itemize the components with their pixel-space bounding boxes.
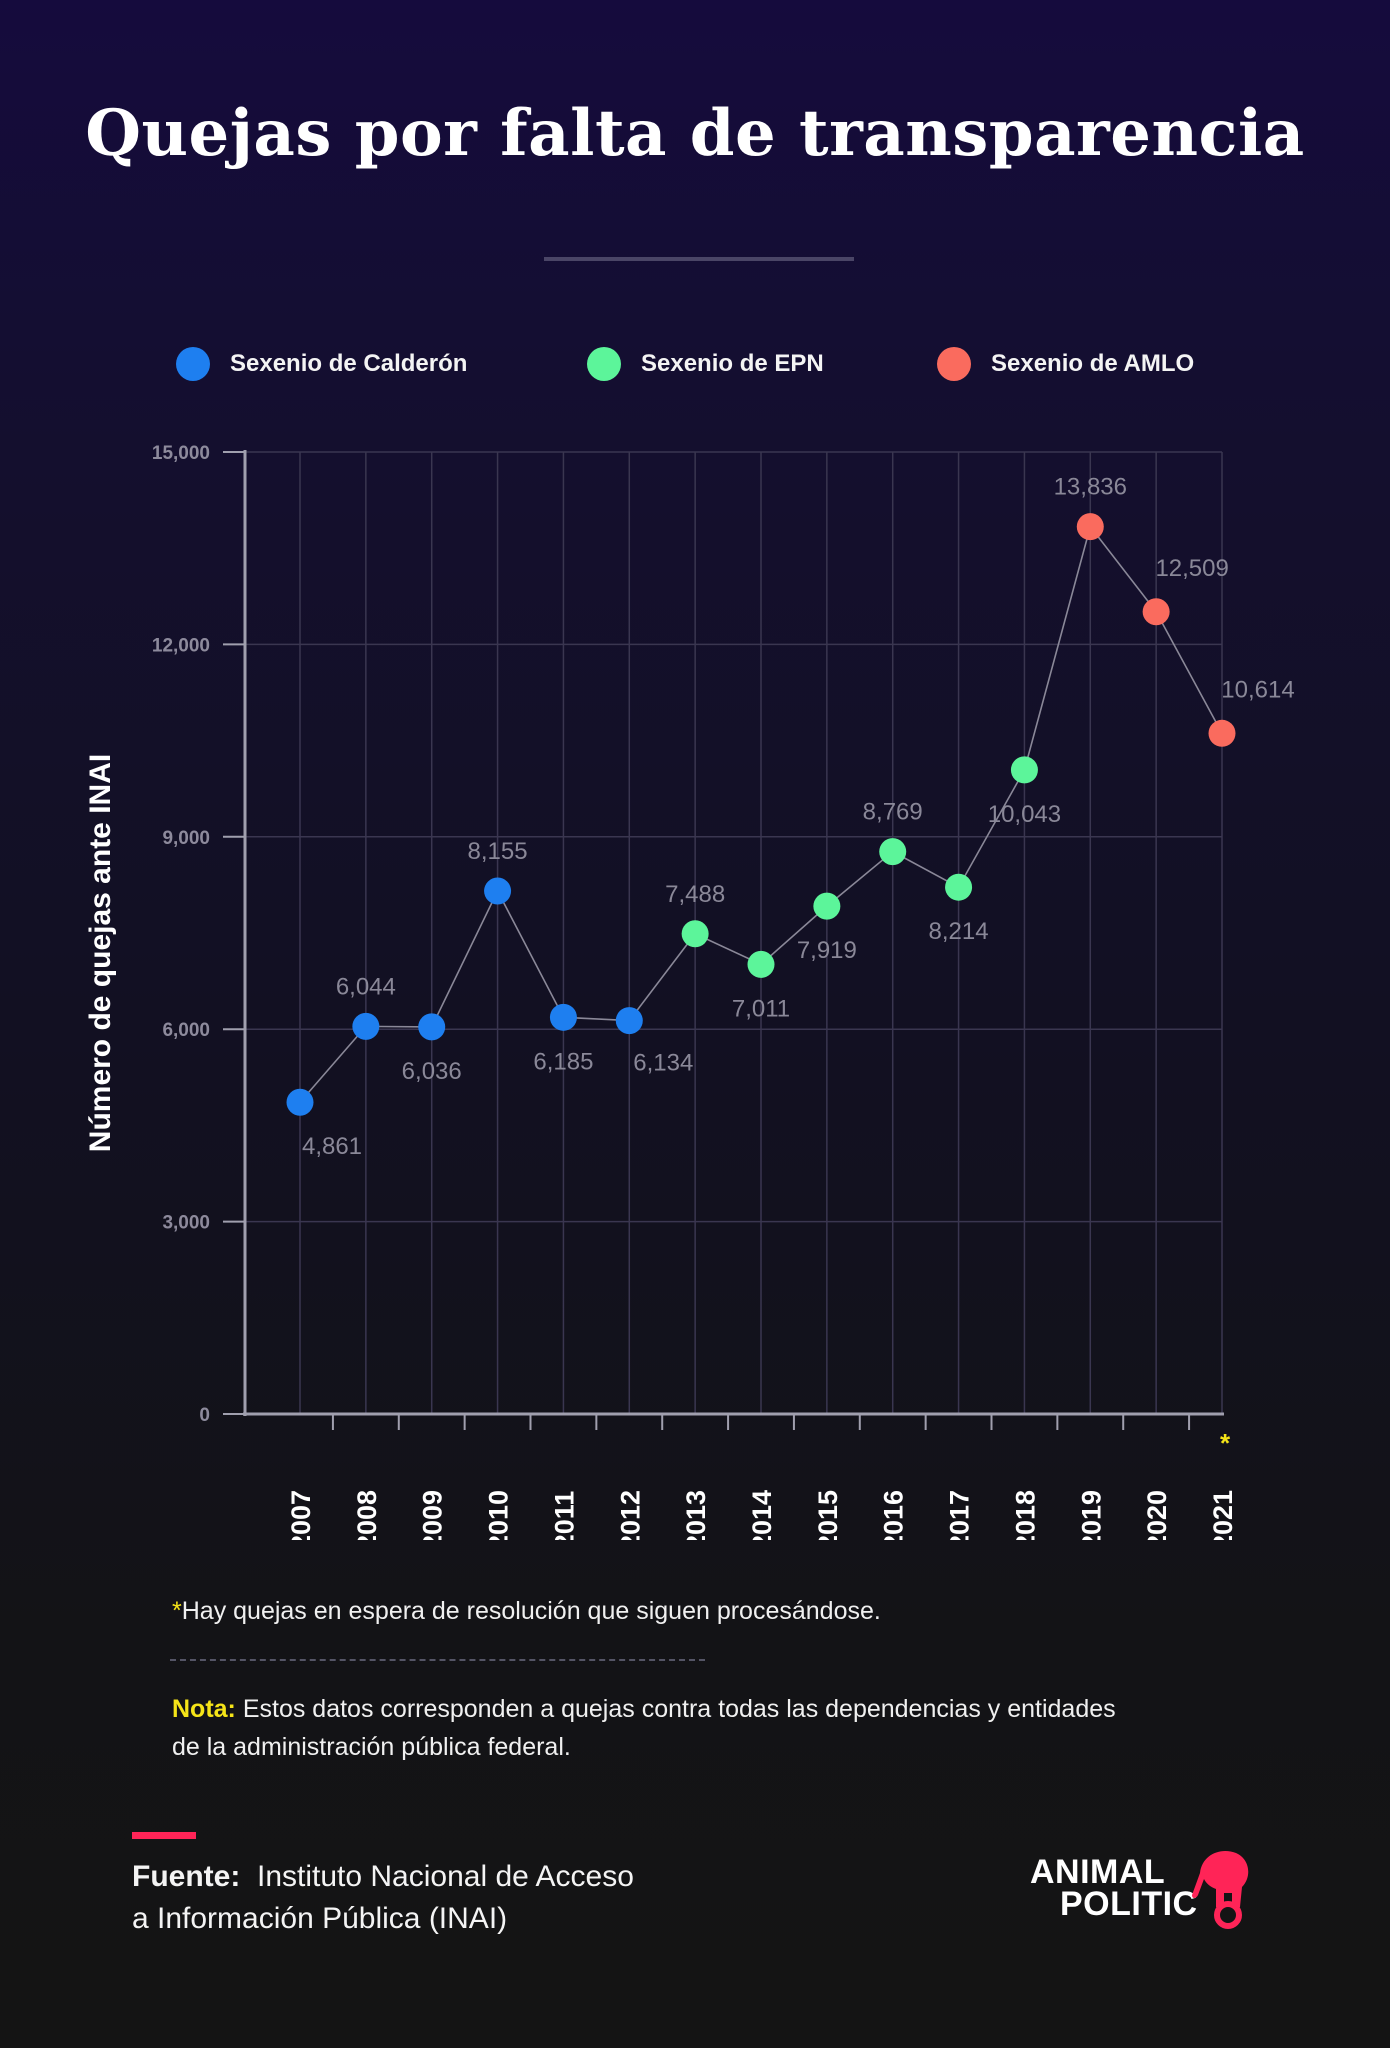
x-tick-label: 2020	[1142, 1490, 1172, 1540]
data-point-2017	[945, 873, 973, 901]
legend-label-calderon: Sexenio de Calderón	[230, 350, 468, 377]
x-tick-label: 2016	[879, 1490, 909, 1540]
source-accent-bar	[132, 1832, 196, 1839]
data-label-2007: 4,861	[302, 1133, 362, 1160]
x-tick-label: 2021	[1208, 1490, 1238, 1540]
data-point-2011	[549, 1003, 577, 1031]
nota-line-1: Nota: Estos datos corresponden a quejas …	[172, 1690, 1116, 1728]
data-label-2011: 6,185	[533, 1048, 593, 1075]
x-tick-label: 2019	[1076, 1490, 1106, 1540]
x-tick-label: 2013	[681, 1490, 711, 1540]
source-text-2: a Información Pública (INAI)	[132, 1902, 508, 1935]
logo-line-2: POLITIC	[1060, 1885, 1198, 1923]
x-tick-label: 2015	[813, 1490, 843, 1540]
source: Fuente: Instituto Nacional de Acceso a I…	[132, 1856, 752, 1940]
data-label-2019: 13,836	[1054, 474, 1127, 501]
data-label-2016: 8,769	[863, 799, 923, 826]
animal-politico-logo: ANIMAL POLITIC	[1030, 1851, 1249, 1930]
legend-item-epn: Sexenio de EPN	[587, 344, 824, 384]
data-point-2009	[418, 1013, 446, 1041]
legend-item-calderon: Sexenio de Calderón	[176, 344, 467, 384]
y-tick-label: 0	[199, 1405, 210, 1426]
data-labels: 4,861 6,044 6,036 8,155 6,185 6,134 7,488 7,011…	[302, 474, 1295, 1161]
x-tick-label: 2012	[615, 1490, 645, 1540]
nota: Nota: Estos datos corresponden a quejas …	[172, 1690, 1116, 1766]
x-tick-label: 2011	[549, 1491, 579, 1540]
data-label-2010: 8,155	[468, 838, 528, 865]
data-point-2020	[1142, 598, 1170, 626]
data-label-2009: 6,036	[402, 1058, 462, 1085]
nota-text-1: Estos datos corresponden a quejas contra…	[235, 1695, 1116, 1723]
x-tick-label: 2017	[945, 1490, 975, 1540]
footnote-text: Hay quejas en espera de resolución que s…	[181, 1597, 881, 1625]
data-label-2015: 7,919	[797, 937, 857, 964]
logo-line-1: ANIMAL	[1030, 1853, 1166, 1891]
nota-text-2: de la administración pública federal.	[172, 1733, 571, 1761]
note-divider	[170, 1659, 705, 1661]
y-tick-label: 6,000	[162, 1020, 210, 1041]
x-tick-label: 2014	[747, 1490, 777, 1540]
footnote: *Hay quejas en espera de resolución que …	[172, 1592, 881, 1630]
data-points	[286, 513, 1236, 1116]
legend-dot-epn	[587, 347, 621, 381]
grid-lines	[245, 451, 1223, 1414]
x-tick-label: 2018	[1010, 1490, 1040, 1540]
source-label: Fuente:	[132, 1860, 241, 1893]
title-divider	[544, 257, 854, 261]
x-tick-labels: 2007 2008 2009 2010 2011 2012 2013 2014 2015 2016…	[286, 1428, 1238, 1540]
axes	[223, 450, 1224, 1430]
data-point-2019	[1076, 513, 1104, 541]
data-label-2014: 7,011	[732, 995, 790, 1022]
source-text-1: Instituto Nacional de Acceso	[257, 1860, 634, 1893]
x-tick-label: 2007	[286, 1490, 316, 1540]
data-point-2015	[813, 892, 841, 920]
y-axis-label: Número de quejas ante INAI	[84, 754, 117, 1152]
legend-label-epn: Sexenio de EPN	[641, 350, 824, 377]
data-point-2013	[681, 920, 709, 948]
y-tick-label: 12,000	[152, 635, 210, 656]
y-tick-label: 3,000	[162, 1213, 210, 1234]
data-label-2013: 7,488	[665, 881, 725, 908]
data-point-2016	[879, 838, 907, 866]
data-point-2018	[1010, 756, 1038, 784]
chart-title: Quejas por falta de transparencia	[85, 96, 1305, 171]
x-tick-label: 2008	[352, 1490, 382, 1540]
data-label-2021: 10,614	[1221, 676, 1294, 703]
legend-label-amlo: Sexenio de AMLO	[991, 350, 1195, 377]
legend-dot-calderon	[176, 347, 210, 381]
data-point-2014	[747, 950, 775, 978]
y-tick-label: 15,000	[152, 443, 210, 464]
legend-item-amlo: Sexenio de AMLO	[937, 344, 1194, 384]
data-label-2018: 10,043	[988, 801, 1061, 828]
nota-label: Nota:	[172, 1695, 236, 1723]
data-point-2010	[484, 877, 512, 905]
legend-dot-amlo	[937, 347, 971, 381]
x-tick-label: 2010	[484, 1490, 514, 1540]
data-point-2012	[615, 1007, 643, 1035]
x-tick-asterisk: *	[1220, 1428, 1231, 1458]
footnote-star: *	[172, 1597, 182, 1625]
data-label-2017: 8,214	[929, 918, 989, 945]
y-tick-label: 9,000	[162, 828, 210, 849]
data-label-2012: 6,134	[633, 1050, 693, 1077]
elephant-icon	[1192, 1851, 1249, 1929]
x-tick-label: 2009	[418, 1490, 448, 1540]
source-line-1: Fuente: Instituto Nacional de Acceso	[132, 1856, 752, 1898]
data-point-2007	[286, 1088, 314, 1116]
data-point-2021	[1208, 719, 1236, 747]
legend: Sexenio de Calderón Sexenio de EPN Sexen…	[0, 344, 1390, 384]
y-tick-labels: 0 3,000 6,000 9,000 12,000 15,000	[152, 443, 210, 1426]
data-point-2008	[352, 1012, 380, 1040]
data-label-2020: 12,509	[1155, 555, 1228, 582]
data-label-2008: 6,044	[336, 973, 396, 1000]
